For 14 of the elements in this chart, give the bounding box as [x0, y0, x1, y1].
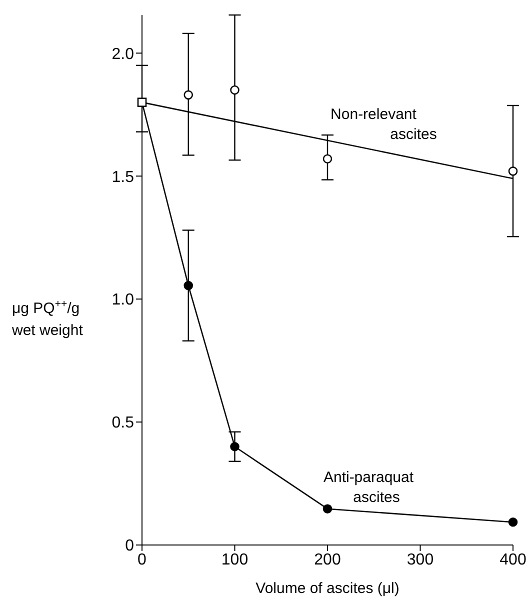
y-axis-title: μg PQ$^{++}$/g wet weight — [11, 298, 84, 339]
y-tick-label: 1.0 — [112, 292, 134, 309]
x-tick-label: 100 — [221, 551, 248, 568]
x-axis-title: Volume of ascites (μl) — [256, 580, 400, 597]
series-label: Non-relevant ascites — [330, 106, 437, 143]
x-tick-label: 0 — [138, 551, 147, 568]
y-tick-label: 0 — [125, 538, 134, 555]
y-tick-label: 1.5 — [112, 168, 134, 186]
x-tick-label: 400 — [500, 551, 526, 568]
y-tick-label: 0.5 — [112, 414, 134, 432]
x-tick-label: 200 — [314, 551, 341, 568]
series-label: Anti-paraquat ascites — [323, 468, 414, 506]
y-tick-label: 2.0 — [112, 46, 134, 63]
x-tick-label: 300 — [406, 551, 434, 568]
